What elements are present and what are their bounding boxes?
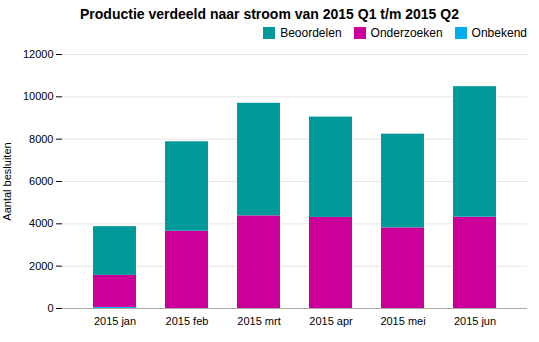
svg-text:4000: 4000: [29, 217, 53, 229]
svg-text:2015 feb: 2015 feb: [166, 315, 209, 327]
svg-text:2000: 2000: [29, 260, 53, 272]
html-text:Onbekend: Onbekend: [471, 26, 527, 40]
svg-text:2015 mrt: 2015 mrt: [237, 315, 280, 327]
svg-text:8000: 8000: [29, 133, 53, 145]
svg-text:Aantal besluiten: Aantal besluiten: [1, 142, 13, 220]
svg-text:0: 0: [47, 302, 53, 314]
html-text:Onderzoeken: Onderzoeken: [370, 26, 443, 40]
svg-text:6000: 6000: [29, 175, 53, 187]
svg-text:2015 jan: 2015 jan: [94, 315, 136, 327]
svg-text:10000: 10000: [23, 90, 54, 102]
svg-text:2015 jun: 2015 jun: [454, 315, 496, 327]
svg-text:2015 mei: 2015 mei: [380, 315, 425, 327]
html-text:Beoordelen: Beoordelen: [280, 26, 342, 40]
svg-text:2015 apr: 2015 apr: [309, 315, 353, 327]
html-text:Productie verdeeld naar stroom: Productie verdeeld naar stroom van 2015 …: [80, 6, 459, 22]
svg-text:12000: 12000: [23, 48, 54, 60]
